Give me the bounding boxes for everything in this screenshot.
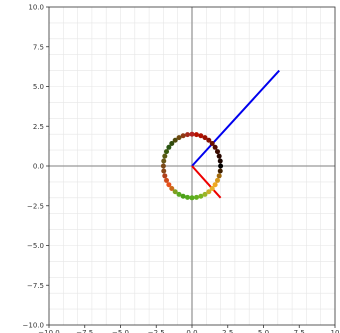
circle-point (209, 141, 215, 147)
y-tick-labels: 10.0 7.5 5.0 2.5 0.0 −2.5 −5.0 −7.5 −10.0 (23, 4, 49, 330)
y-tick-label: −10.0 (23, 322, 44, 330)
circle-point (162, 173, 168, 179)
y-tick-label: −5.0 (27, 242, 44, 250)
y-tick-label: −7.5 (27, 282, 44, 290)
circle-point (202, 191, 208, 197)
circle-point (193, 132, 199, 138)
circle-point (160, 163, 166, 169)
circle-point (161, 158, 167, 164)
x-tick-label: 5.0 (258, 329, 269, 333)
circle-point (216, 173, 222, 179)
circle-point (214, 149, 220, 155)
circle-point (198, 133, 204, 139)
series-lines (191, 69, 280, 199)
circle-point (185, 194, 191, 200)
circle-point (185, 132, 191, 138)
x-tick-label: −10.0 (38, 329, 59, 333)
circle-point (212, 144, 218, 150)
circle-point (166, 144, 172, 150)
circle-point (209, 185, 215, 191)
circle-point (212, 182, 218, 188)
circle-point (164, 149, 170, 155)
y-tick-label: −2.5 (27, 202, 44, 210)
circle-point (164, 177, 170, 183)
circle-point (189, 131, 195, 137)
series-line-2 (191, 165, 222, 199)
circle-point (172, 137, 178, 143)
x-tick-labels: −10.0 −7.5 −5.0 −2.5 0.0 2.5 5.0 7.5 10 (38, 325, 339, 333)
circle-point (161, 168, 167, 174)
x-tick-label: −2.5 (148, 329, 165, 333)
circle-point (180, 133, 186, 139)
circle-point (176, 191, 182, 197)
x-tick-label: 0.0 (186, 329, 197, 333)
series-line-1 (191, 69, 280, 167)
circle-point (180, 193, 186, 199)
y-tick-label: 5.0 (33, 83, 44, 91)
circle-point (169, 185, 175, 191)
circle-point (206, 189, 212, 195)
circle-point (217, 158, 223, 164)
y-tick-label: 2.5 (33, 123, 44, 131)
circle-point (202, 135, 208, 141)
circle-point (162, 153, 168, 159)
circle-points (160, 131, 224, 201)
circle-point (206, 137, 212, 143)
circle-point (198, 193, 204, 199)
x-tick-label: 10 (331, 329, 340, 333)
x-tick-label: 7.5 (294, 329, 305, 333)
circle-point (218, 163, 224, 169)
circle-point (214, 177, 220, 183)
circle-point (217, 168, 223, 174)
y-tick-label: 10.0 (28, 4, 44, 12)
y-tick-label: 0.0 (33, 163, 44, 171)
x-tick-label: −7.5 (76, 329, 93, 333)
circle-point (216, 153, 222, 159)
circle-point (172, 189, 178, 195)
y-tick-label: 7.5 (33, 43, 44, 51)
circle-point (166, 182, 172, 188)
circle-point (189, 195, 195, 201)
circle-point (169, 141, 175, 147)
circle-point (193, 194, 199, 200)
x-tick-label: −5.0 (112, 329, 129, 333)
x-tick-label: 2.5 (222, 329, 233, 333)
circle-point (176, 135, 182, 141)
